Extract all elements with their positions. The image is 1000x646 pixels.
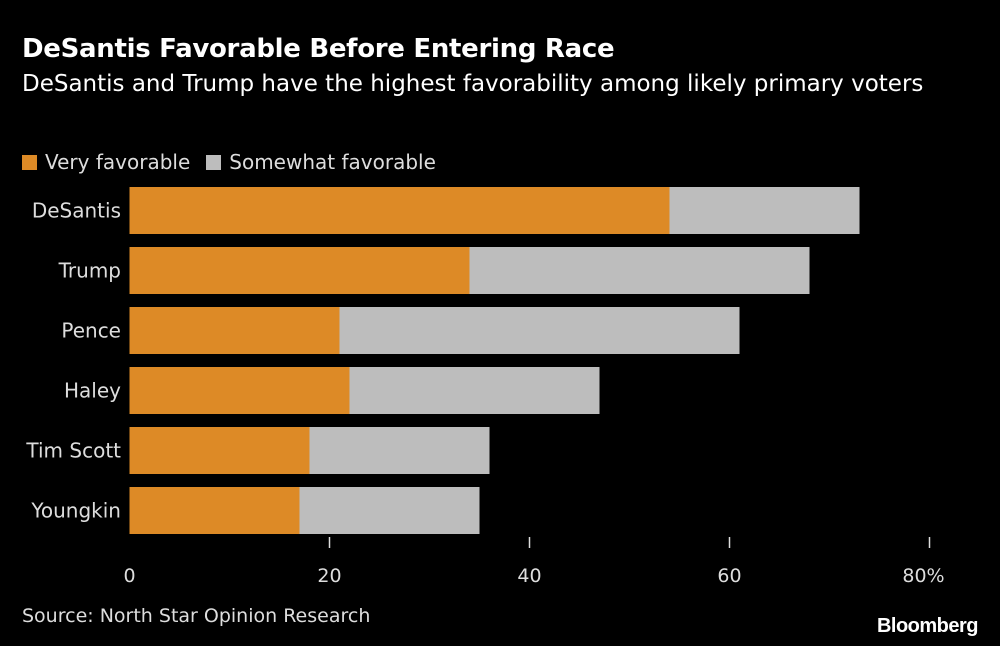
bar-somewhat-favorable (669, 187, 860, 234)
category-label: Tim Scott (25, 439, 121, 463)
bar-very-favorable (129, 487, 300, 534)
category-label: Trump (58, 259, 121, 283)
bar-very-favorable (129, 187, 670, 234)
bar-somewhat-favorable (309, 427, 490, 474)
chart-title: DeSantis Favorable Before Entering Race (22, 34, 615, 64)
category-label: Haley (64, 379, 121, 403)
bar-somewhat-favorable (469, 247, 810, 294)
bar-very-favorable (129, 307, 340, 354)
x-tick-label: 80% (902, 565, 944, 587)
bar-somewhat-favorable (299, 487, 480, 534)
category-label: Youngkin (30, 499, 121, 523)
x-tick-label: 20 (317, 565, 341, 587)
legend-swatch-very-favorable (22, 154, 37, 170)
legend-item-somewhat-favorable: Somewhat favorable (206, 150, 436, 174)
x-tick-label: 40 (517, 565, 541, 587)
legend-label: Very favorable (45, 150, 191, 174)
bar-somewhat-favorable (339, 307, 740, 354)
x-tick-label: 60 (717, 565, 741, 587)
x-tick-label: 0 (123, 565, 135, 587)
bar-very-favorable (129, 367, 350, 414)
legend-swatch-somewhat-favorable (206, 154, 222, 170)
bar-somewhat-favorable (349, 367, 600, 414)
bar-very-favorable (129, 427, 310, 474)
chart-subtitle: DeSantis and Trump have the highest favo… (22, 71, 924, 97)
source-note: Source: North Star Opinion Research (22, 605, 371, 627)
legend: Very favorable Somewhat favorable (22, 150, 452, 174)
legend-label: Somewhat favorable (229, 150, 436, 174)
bar-very-favorable (129, 247, 470, 294)
category-label: DeSantis (32, 199, 121, 223)
legend-item-very-favorable: Very favorable (22, 150, 190, 174)
category-label: Pence (61, 319, 121, 343)
bloomberg-logo: Bloomberg (876, 615, 979, 637)
